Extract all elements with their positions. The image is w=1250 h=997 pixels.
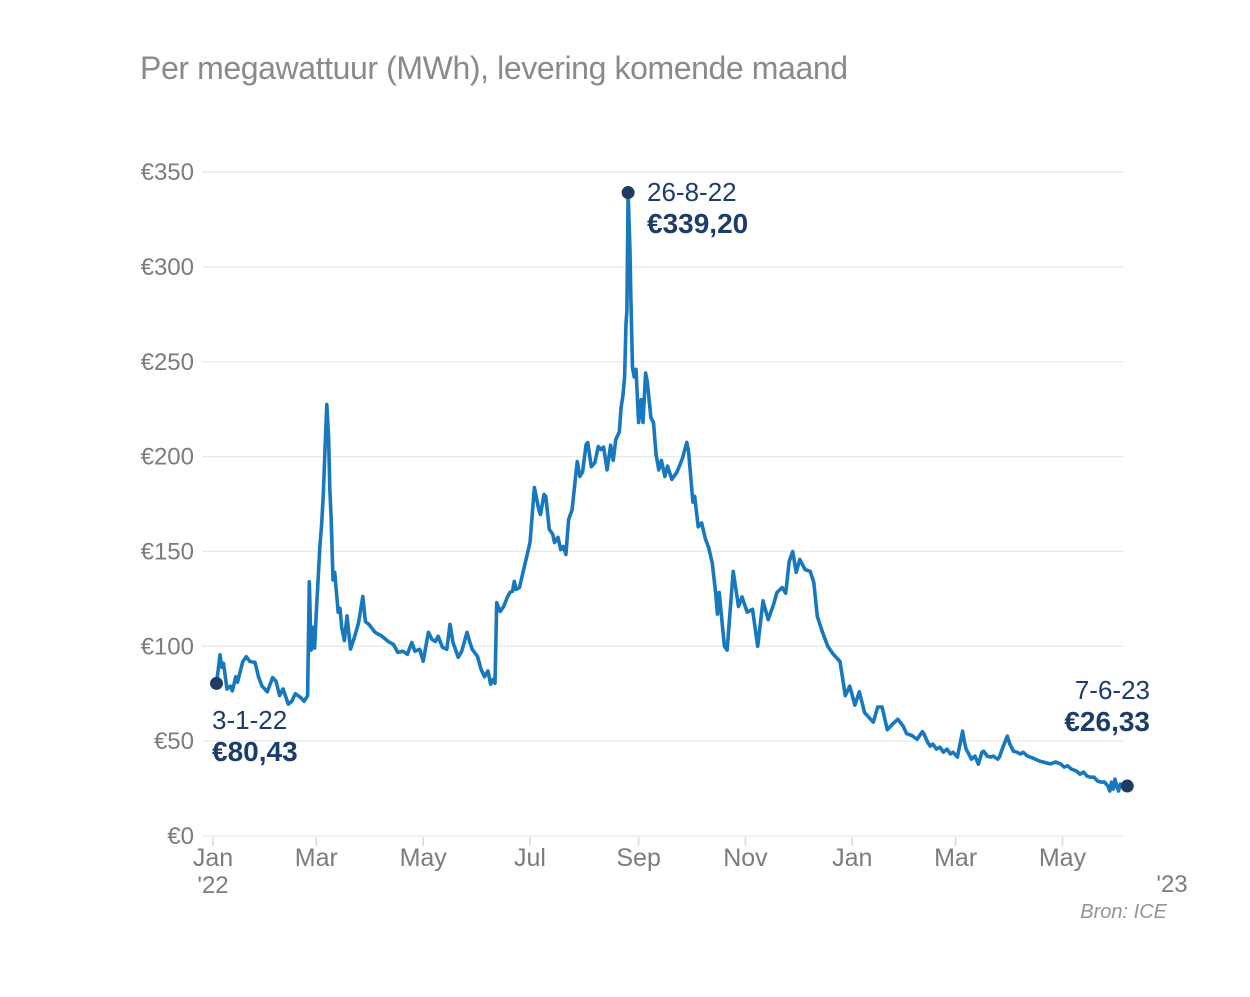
annotation-peak: 26-8-22 €339,20 xyxy=(647,177,748,240)
y-tick-label: €50 xyxy=(154,728,194,755)
annotation-end-value: €26,33 xyxy=(1064,706,1150,737)
data-point-dot-start xyxy=(210,676,224,690)
x-tick-label: Jan xyxy=(193,844,233,872)
chart-title: Per megawattuur (MWh), levering komende … xyxy=(140,50,848,86)
y-tick-label: €150 xyxy=(141,538,194,565)
y-tick-label: €350 xyxy=(141,159,194,186)
data-point-dot-end xyxy=(1120,779,1134,793)
price-line xyxy=(214,190,1130,793)
x-tick-label: Nov xyxy=(723,844,768,872)
annotation-peak-date: 26-8-22 xyxy=(647,177,737,207)
y-tick-label: €250 xyxy=(141,349,194,376)
x-tick-label: Jul xyxy=(514,844,546,872)
y-tick-label: €100 xyxy=(141,633,194,660)
x-tick-label: Mar xyxy=(934,844,977,872)
y-tick-label: €0 xyxy=(167,823,194,850)
annotation-end-date: 7-6-23 xyxy=(1074,675,1150,705)
annotation-start-date: 3-1-22 xyxy=(212,705,288,735)
x-tick-label: Jan xyxy=(832,844,872,872)
annotation-start: 3-1-22 €80,43 xyxy=(212,705,298,768)
y-tick-label: €300 xyxy=(141,254,194,281)
x-axis-year-label-23: '23 xyxy=(1156,871,1188,898)
annotation-peak-value: €339,20 xyxy=(647,208,749,239)
annotation-end: 7-6-23 €26,33 xyxy=(1064,675,1150,738)
x-year-label: '22 xyxy=(197,872,228,899)
x-tick-label: May xyxy=(400,844,448,872)
source-credit: Bron: ICE xyxy=(1080,901,1167,923)
x-tick-label: May xyxy=(1039,844,1087,872)
y-tick-label: €200 xyxy=(141,444,194,471)
annotation-start-value: €80,43 xyxy=(212,736,298,767)
x-tick-label: Mar xyxy=(295,844,338,872)
x-tick-label: Sep xyxy=(616,844,660,872)
data-point-dot-peak xyxy=(621,186,635,200)
